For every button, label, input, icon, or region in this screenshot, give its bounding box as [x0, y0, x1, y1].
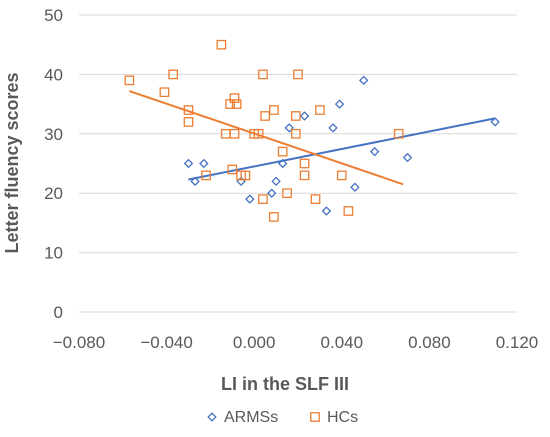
data-point-hcs — [159, 87, 170, 98]
data-point-hcs — [216, 39, 227, 50]
data-point-hcs — [299, 170, 310, 181]
data-point-armss — [299, 111, 310, 121]
data-point-armss — [190, 176, 200, 187]
data-point-hcs — [310, 194, 321, 204]
data-point-hcs — [231, 99, 242, 109]
data-point-armss — [267, 188, 277, 198]
data-point-armss — [350, 182, 360, 192]
data-point-hcs — [168, 69, 179, 80]
legend-marker-hcs — [310, 412, 320, 422]
data-point-armss — [321, 206, 332, 216]
trendline-hcs — [129, 90, 404, 186]
data-point-hcs — [269, 105, 279, 115]
data-point-hcs — [343, 206, 354, 216]
x-tick-label: 0.080 — [408, 333, 451, 352]
legend-label-hcs: HCs — [327, 409, 358, 426]
data-point-hcs — [336, 170, 347, 181]
data-point-hcs — [201, 170, 211, 181]
gridlines — [79, 14, 517, 313]
data-point-hcs — [277, 146, 288, 157]
x-tick-label: 0.000 — [233, 333, 276, 352]
x-tick-label: −0.040 — [140, 333, 192, 352]
data-point-hcs — [240, 170, 251, 181]
data-point-armss — [369, 146, 380, 157]
data-point-hcs — [183, 117, 194, 127]
data-point-armss — [271, 176, 281, 187]
x-axis-title: LI in the SLF III — [221, 374, 349, 394]
data-point-hcs — [260, 111, 271, 121]
data-point-hcs — [393, 128, 404, 139]
data-point-armss — [277, 158, 288, 169]
data-point-hcs — [282, 188, 292, 199]
data-point-hcs — [229, 93, 240, 104]
data-point-hcs — [258, 69, 268, 80]
y-axis-title: Letter fluency scores — [2, 72, 22, 253]
x-tick-label: 0.120 — [496, 333, 539, 352]
y-tick-label: 0 — [54, 303, 63, 322]
data-point-hcs — [258, 194, 268, 204]
data-point-hcs — [227, 164, 238, 175]
y-tick-label: 40 — [44, 65, 63, 84]
data-point-hcs — [293, 69, 303, 80]
data-point-hcs — [290, 111, 301, 121]
x-tick-label: 0.040 — [321, 333, 364, 352]
x-tick-label: −0.080 — [53, 333, 105, 352]
data-points — [124, 39, 500, 222]
data-point-hcs — [229, 128, 240, 139]
y-tick-label: 10 — [44, 244, 63, 263]
data-point-hcs — [290, 128, 301, 139]
data-point-hcs — [315, 105, 325, 115]
data-point-hcs — [183, 105, 194, 115]
data-point-armss — [490, 117, 500, 127]
trendline-armss — [188, 117, 496, 181]
legend: ARMSs HCs — [207, 409, 358, 426]
data-point-armss — [402, 152, 413, 163]
trendlines — [129, 90, 496, 186]
data-point-armss — [183, 158, 194, 169]
legend-marker-armss — [207, 412, 217, 422]
tick-labels: 0 10 20 30 40 50 −0.080 −0.040 0.000 0.040 0.080 0.… — [44, 6, 538, 352]
data-point-armss — [334, 99, 345, 109]
y-tick-label: 50 — [44, 6, 63, 25]
data-point-armss — [245, 194, 255, 204]
data-point-armss — [199, 158, 209, 169]
y-tick-label: 20 — [44, 184, 63, 203]
legend-label-armss: ARMSs — [224, 409, 278, 426]
data-point-hcs — [253, 128, 264, 139]
y-tick-label: 30 — [44, 125, 63, 144]
data-point-armss — [328, 123, 338, 133]
data-point-armss — [284, 123, 294, 133]
data-point-armss — [358, 75, 369, 86]
data-point-hcs — [299, 158, 310, 169]
data-point-hcs — [269, 212, 279, 222]
data-point-hcs — [124, 75, 135, 86]
